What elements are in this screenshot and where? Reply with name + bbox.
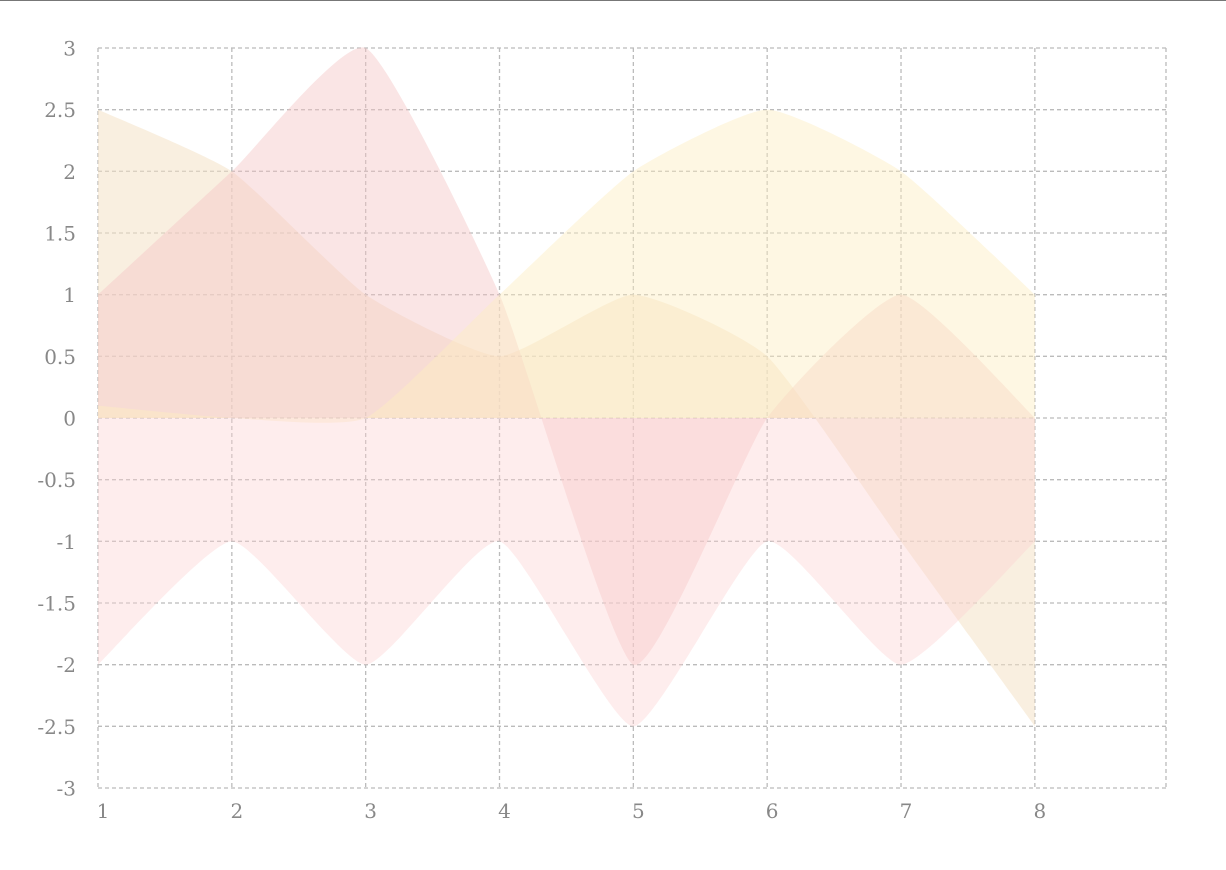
top-border-line [0, 0, 1226, 1]
area-series-1 [98, 109, 1035, 727]
area-series-3 [98, 109, 1035, 423]
x-tick-label: 4 [498, 799, 511, 823]
y-tick-label: -2.5 [37, 715, 76, 739]
axes: 3 2.5 2 1.5 1 0.5 0 -0.5 -1 -1.5 -2 -2.5 -3 1 2 3 4 5 6 7 8 [37, 37, 1046, 824]
y-tick-label: -3 [57, 777, 76, 801]
y-tick-label: 2.5 [44, 98, 76, 122]
y-tick-label: 0.5 [44, 345, 76, 369]
x-tick-label: 5 [632, 799, 645, 823]
y-tick-label: 1.5 [44, 222, 76, 246]
y-tick-label: -1.5 [37, 592, 76, 616]
y-tick-label: -2 [57, 653, 76, 677]
area-series-2 [98, 47, 1035, 666]
area-series-group [98, 47, 1035, 727]
x-tick-label: 7 [900, 799, 913, 823]
area-series-4 [98, 418, 1035, 727]
x-tick-label: 3 [364, 799, 377, 823]
y-tick-label: 2 [63, 160, 76, 184]
y-tick-label: 0 [63, 407, 76, 431]
x-tick-label: 8 [1033, 799, 1046, 823]
x-tick-label: 6 [766, 799, 779, 823]
y-tick-label: -0.5 [37, 468, 76, 492]
y-tick-label: -1 [57, 530, 76, 554]
x-tick-label: 2 [230, 799, 243, 823]
y-tick-label: 3 [63, 37, 76, 61]
x-tick-label: 1 [97, 799, 110, 823]
y-tick-label: 1 [63, 283, 76, 307]
